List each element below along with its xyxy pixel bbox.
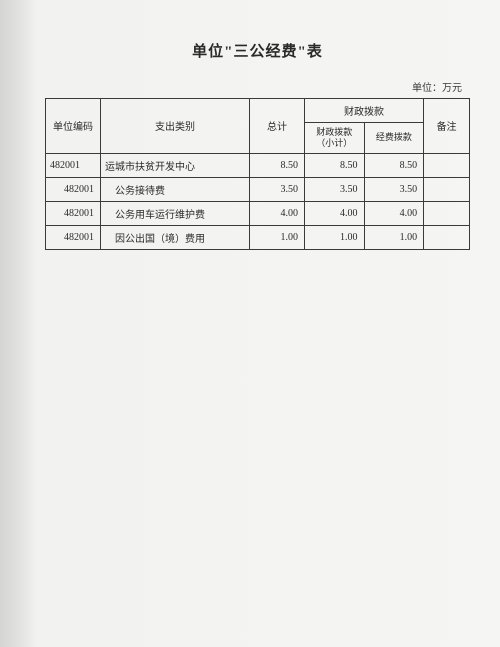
- expense-table: 单位编码 支出类别 总计 财政拨款 备注 财政拨款（小计） 经费拨款 48200…: [45, 98, 470, 250]
- cell-total: 3.50: [249, 177, 304, 201]
- header-fiscal-sub: 财政拨款（小计）: [304, 123, 364, 154]
- cell-category: 运城市扶贫开发中心: [101, 153, 250, 177]
- table-row: 482001 运城市扶贫开发中心 8.50 8.50 8.50: [46, 153, 470, 177]
- cell-code: 482001: [46, 201, 101, 225]
- cell-note: [424, 201, 470, 225]
- header-category: 支出类别: [101, 99, 250, 154]
- cell-code: 482001: [46, 225, 101, 249]
- cell-total: 4.00: [249, 201, 304, 225]
- unit-label: 单位：万元: [45, 79, 470, 94]
- table-header: 单位编码 支出类别 总计 财政拨款 备注 财政拨款（小计） 经费拨款: [46, 99, 470, 154]
- header-expense-sub: 经费拨款: [364, 123, 424, 154]
- table-row: 482001 因公出国（境）费用 1.00 1.00 1.00: [46, 225, 470, 249]
- cell-category: 因公出国（境）费用: [101, 225, 250, 249]
- cell-expense-sub: 4.00: [364, 201, 424, 225]
- cell-note: [424, 153, 470, 177]
- cell-expense-sub: 3.50: [364, 177, 424, 201]
- cell-fiscal-sub: 8.50: [304, 153, 364, 177]
- cell-note: [424, 177, 470, 201]
- cell-fiscal-sub: 3.50: [304, 177, 364, 201]
- header-code: 单位编码: [46, 99, 101, 154]
- cell-category: 公务接待费: [101, 177, 250, 201]
- cell-note: [424, 225, 470, 249]
- document-page: 单位"三公经费"表 单位：万元 单位编码 支出类别 总计 财政拨款 备注 财政拨…: [0, 0, 500, 647]
- cell-expense-sub: 1.00: [364, 225, 424, 249]
- page-shadow: [0, 0, 35, 647]
- cell-code: 482001: [46, 177, 101, 201]
- header-total: 总计: [249, 99, 304, 154]
- cell-total: 1.00: [249, 225, 304, 249]
- header-fiscal-group: 财政拨款: [304, 99, 423, 123]
- table-body: 482001 运城市扶贫开发中心 8.50 8.50 8.50 482001 公…: [46, 153, 470, 249]
- cell-fiscal-sub: 1.00: [304, 225, 364, 249]
- cell-total: 8.50: [249, 153, 304, 177]
- header-row-1: 单位编码 支出类别 总计 财政拨款 备注: [46, 99, 470, 123]
- table-row: 482001 公务用车运行维护费 4.00 4.00 4.00: [46, 201, 470, 225]
- page-title: 单位"三公经费"表: [45, 40, 470, 61]
- cell-code: 482001: [46, 153, 101, 177]
- header-note: 备注: [424, 99, 470, 154]
- cell-category: 公务用车运行维护费: [101, 201, 250, 225]
- cell-fiscal-sub: 4.00: [304, 201, 364, 225]
- cell-expense-sub: 8.50: [364, 153, 424, 177]
- table-row: 482001 公务接待费 3.50 3.50 3.50: [46, 177, 470, 201]
